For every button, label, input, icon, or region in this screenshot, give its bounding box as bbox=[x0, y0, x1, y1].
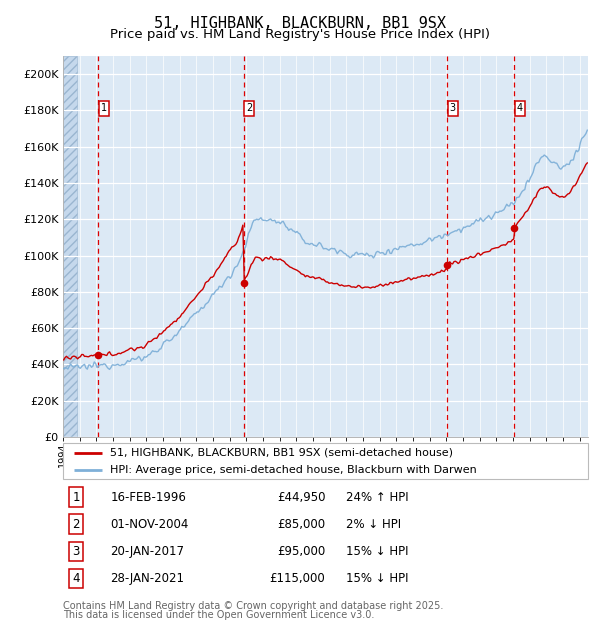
Text: 20-JAN-2017: 20-JAN-2017 bbox=[110, 545, 184, 558]
Text: 24% ↑ HPI: 24% ↑ HPI bbox=[347, 490, 409, 503]
Text: 4: 4 bbox=[73, 572, 80, 585]
Text: 28-JAN-2021: 28-JAN-2021 bbox=[110, 572, 184, 585]
FancyBboxPatch shape bbox=[63, 443, 588, 479]
Text: 15% ↓ HPI: 15% ↓ HPI bbox=[347, 545, 409, 558]
Text: HPI: Average price, semi-detached house, Blackburn with Darwen: HPI: Average price, semi-detached house,… bbox=[110, 464, 477, 475]
Text: 51, HIGHBANK, BLACKBURN, BB1 9SX: 51, HIGHBANK, BLACKBURN, BB1 9SX bbox=[154, 16, 446, 30]
Text: 1: 1 bbox=[101, 104, 107, 113]
Text: £44,950: £44,950 bbox=[277, 490, 325, 503]
Text: £95,000: £95,000 bbox=[277, 545, 325, 558]
Text: £115,000: £115,000 bbox=[270, 572, 325, 585]
Text: This data is licensed under the Open Government Licence v3.0.: This data is licensed under the Open Gov… bbox=[63, 610, 374, 620]
Text: 3: 3 bbox=[449, 104, 456, 113]
Text: 2% ↓ HPI: 2% ↓ HPI bbox=[347, 518, 401, 531]
Text: 2: 2 bbox=[73, 518, 80, 531]
Text: 01-NOV-2004: 01-NOV-2004 bbox=[110, 518, 188, 531]
Text: 1: 1 bbox=[73, 490, 80, 503]
Text: 2: 2 bbox=[246, 104, 252, 113]
Text: 16-FEB-1996: 16-FEB-1996 bbox=[110, 490, 186, 503]
Text: 3: 3 bbox=[73, 545, 80, 558]
Text: 51, HIGHBANK, BLACKBURN, BB1 9SX (semi-detached house): 51, HIGHBANK, BLACKBURN, BB1 9SX (semi-d… bbox=[110, 448, 453, 458]
Text: Price paid vs. HM Land Registry's House Price Index (HPI): Price paid vs. HM Land Registry's House … bbox=[110, 28, 490, 41]
Text: 15% ↓ HPI: 15% ↓ HPI bbox=[347, 572, 409, 585]
Text: £85,000: £85,000 bbox=[277, 518, 325, 531]
Text: Contains HM Land Registry data © Crown copyright and database right 2025.: Contains HM Land Registry data © Crown c… bbox=[63, 601, 443, 611]
Text: 4: 4 bbox=[517, 104, 523, 113]
